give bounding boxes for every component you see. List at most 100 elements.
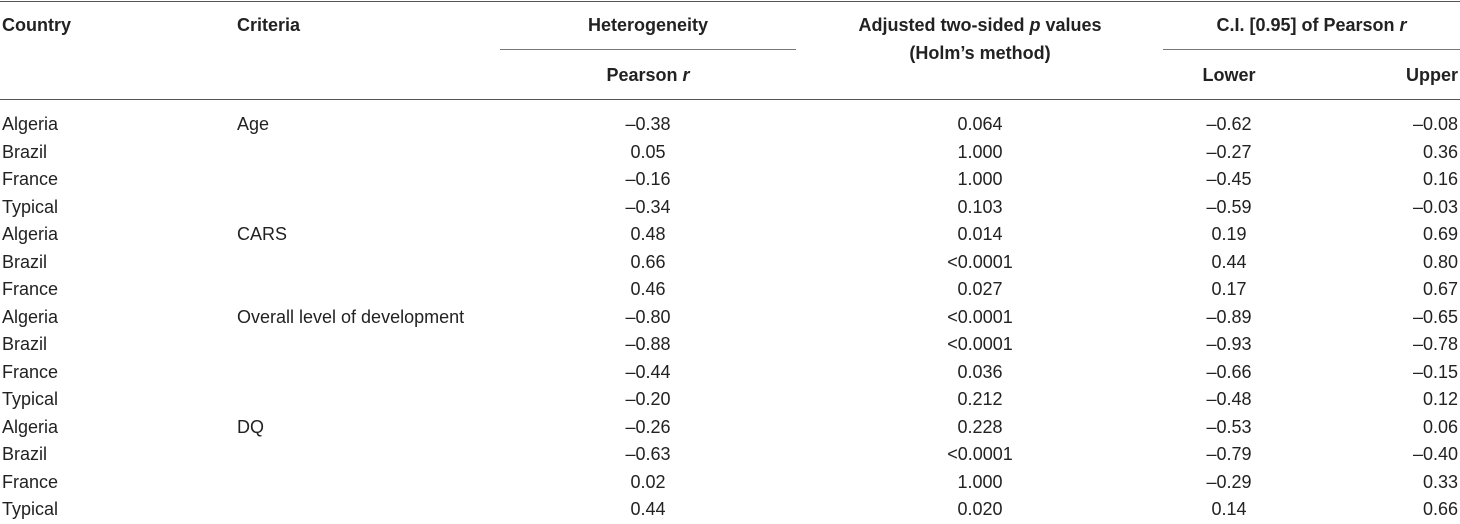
top-rule [0, 1, 1460, 2]
cell-country: Typical [2, 196, 59, 217]
cell-p-value: 1.000 [957, 141, 1003, 162]
cell-pearson-r: –0.80 [625, 306, 671, 327]
header-country: Country [2, 15, 71, 35]
cell-pearson-r: –0.38 [625, 114, 671, 134]
header-pvalue-text-b: values [1045, 15, 1102, 35]
table-row: France 0.46 0.027 0.17 0.67 [0, 276, 1460, 304]
table-row: Algeria Age –0.38 0.064 –0.62 –0.08 [0, 111, 1460, 139]
cell-ci-lower: –0.59 [1206, 196, 1252, 217]
table-row: France 0.02 1.000 –0.29 0.33 [0, 469, 1460, 497]
cell-country: France [2, 279, 59, 299]
cell-p-value: 0.036 [957, 361, 1003, 382]
cell-p-value: 0.064 [957, 114, 1003, 134]
cell-ci-lower: –0.48 [1206, 389, 1252, 409]
header-ci: C.I. [0.95] of Pearson r [1163, 12, 1460, 38]
header-ci-label: C.I. [0.95] of Pearson [1216, 15, 1395, 35]
cell-ci-upper: 0.80 [1422, 251, 1458, 272]
cell-country: Brazil [2, 251, 48, 272]
cell-ci-lower: –0.79 [1206, 444, 1252, 464]
cell-pearson-r: 0.02 [630, 471, 666, 492]
cell-ci-upper: 0.36 [1422, 141, 1458, 162]
cell-pearson-r: 0.44 [630, 499, 666, 519]
cell-p-value: 0.103 [957, 196, 1003, 217]
cell-ci-lower: –0.66 [1206, 361, 1252, 382]
cell-p-value: <0.0001 [947, 334, 1013, 354]
cell-ci-upper: 0.16 [1422, 169, 1458, 189]
cell-ci-lower: –0.62 [1206, 114, 1252, 134]
cell-ci-upper: 0.66 [1422, 499, 1458, 519]
header-pvalue-p: p [1029, 15, 1041, 35]
header-rule [0, 99, 1460, 100]
cell-criteria: Overall level of development [237, 306, 465, 327]
header-heterogeneity: Heterogeneity [587, 15, 709, 35]
cell-pearson-r: –0.20 [625, 389, 671, 409]
cell-pearson-r: 0.66 [630, 251, 666, 272]
heterogeneity-subrule [500, 49, 796, 50]
cell-p-value: 0.027 [957, 279, 1003, 299]
header-pvalue-line1: Adjusted two-sided p values [830, 12, 1130, 38]
cell-ci-lower: –0.29 [1206, 471, 1252, 492]
table-row: Brazil –0.88 <0.0001 –0.93 –0.78 [0, 331, 1460, 359]
cell-ci-upper: –0.15 [1412, 361, 1458, 382]
cell-p-value: <0.0001 [947, 306, 1013, 327]
cell-ci-lower: 0.14 [1211, 499, 1247, 519]
cell-ci-upper: 0.33 [1422, 471, 1458, 492]
cell-country: France [2, 361, 59, 382]
cell-ci-lower: 0.44 [1211, 251, 1247, 272]
cell-ci-upper: –0.40 [1412, 444, 1458, 464]
table-row: Algeria DQ –0.26 0.228 –0.53 0.06 [0, 414, 1460, 442]
cell-country: France [2, 471, 59, 492]
cell-p-value: <0.0001 [947, 251, 1013, 272]
table-row: Typical 0.44 0.020 0.14 0.66 [0, 496, 1460, 524]
cell-pearson-r: –0.44 [625, 361, 671, 382]
cell-p-value: 0.014 [957, 224, 1003, 244]
table-row: Algeria CARS 0.48 0.014 0.19 0.69 [0, 221, 1460, 249]
table-row: Brazil 0.66 <0.0001 0.44 0.80 [0, 249, 1460, 277]
cell-p-value: 1.000 [957, 471, 1003, 492]
cell-pearson-r: 0.48 [630, 224, 666, 244]
cell-pearson-r: –0.63 [625, 444, 671, 464]
cell-country: Brazil [2, 141, 48, 162]
cell-country: Algeria [2, 114, 59, 134]
cell-pearson-r: –0.88 [625, 334, 671, 354]
table-row: Brazil 0.05 1.000 –0.27 0.36 [0, 139, 1460, 167]
table-row: Brazil –0.63 <0.0001 –0.79 –0.40 [0, 441, 1460, 469]
header-pearson-r-var: r [682, 65, 690, 85]
cell-ci-lower: –0.53 [1206, 416, 1252, 437]
cell-country: Brazil [2, 444, 48, 464]
header-lower: Lower [1202, 65, 1256, 85]
cell-ci-upper: 0.67 [1422, 279, 1458, 299]
table-row: Algeria Overall level of development –0.80… [0, 304, 1460, 332]
cell-pearson-r: –0.34 [625, 196, 671, 217]
cell-ci-lower: –0.93 [1206, 334, 1252, 354]
cell-ci-lower: –0.45 [1206, 169, 1252, 189]
cell-ci-lower: –0.27 [1206, 141, 1252, 162]
table-body: Algeria Age –0.38 0.064 –0.62 –0.08 Brazil 0.05… [0, 111, 1460, 524]
cell-ci-lower: 0.19 [1211, 224, 1247, 244]
cell-p-value: <0.0001 [947, 444, 1013, 464]
table-row: France –0.16 1.000 –0.45 0.16 [0, 166, 1460, 194]
cell-ci-lower: –0.89 [1206, 306, 1252, 327]
cell-country: Brazil [2, 334, 48, 354]
cell-ci-upper: –0.03 [1412, 196, 1458, 217]
header-pearson-r-label: Pearson [606, 65, 678, 85]
cell-p-value: 1.000 [957, 169, 1003, 189]
header-ci-var: r [1399, 15, 1407, 35]
cell-ci-upper: 0.06 [1422, 416, 1458, 437]
cell-pearson-r: 0.05 [630, 141, 666, 162]
cell-ci-upper: –0.78 [1412, 334, 1458, 354]
cell-country: Algeria [2, 224, 59, 244]
cell-ci-lower: 0.17 [1211, 279, 1247, 299]
cell-criteria: CARS [237, 224, 288, 244]
cell-country: Typical [2, 389, 59, 409]
cell-country: Algeria [2, 416, 59, 437]
cell-country: Algeria [2, 306, 59, 327]
table-row: France –0.44 0.036 –0.66 –0.15 [0, 359, 1460, 387]
cell-pearson-r: –0.26 [625, 416, 671, 437]
cell-pearson-r: 0.46 [630, 279, 666, 299]
table-row: Typical –0.34 0.103 –0.59 –0.03 [0, 194, 1460, 222]
cell-p-value: 0.228 [957, 416, 1003, 437]
table-row: Typical –0.20 0.212 –0.48 0.12 [0, 386, 1460, 414]
ci-subrule [1163, 49, 1460, 50]
